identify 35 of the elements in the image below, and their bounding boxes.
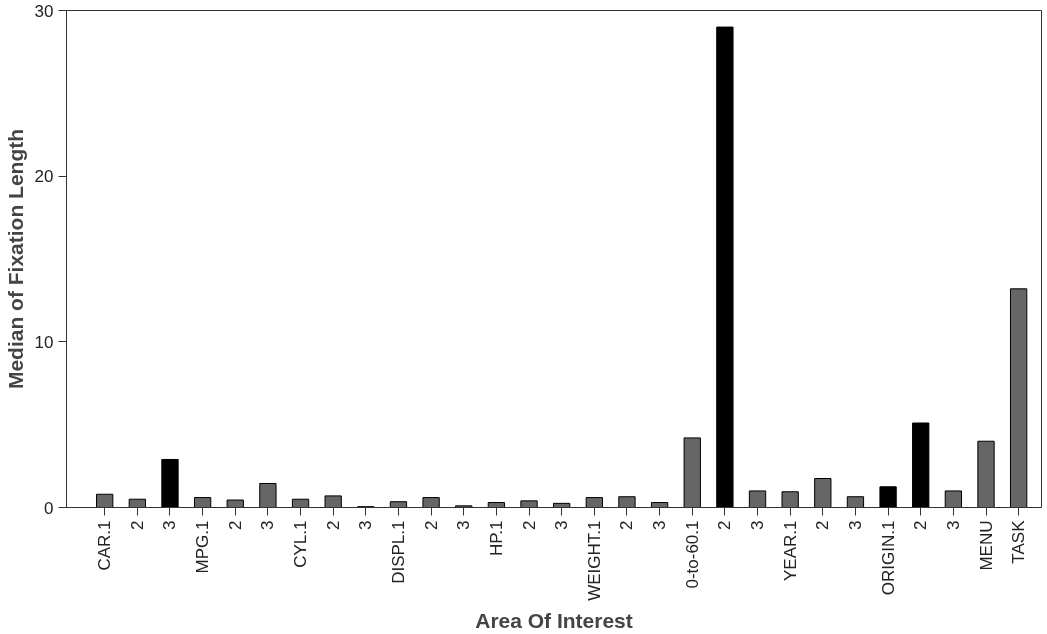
x-tick-label: 3 xyxy=(650,520,670,530)
x-tick-label: TASK xyxy=(1009,519,1029,564)
x-tick-label: YEAR.1 xyxy=(780,520,800,581)
x-tick-label: 3 xyxy=(748,520,768,530)
y-tick-label: 0 xyxy=(44,498,54,518)
x-tick-label: 2 xyxy=(715,520,735,530)
x-tick-label: 3 xyxy=(845,520,865,530)
y-axis-title: Median of Fixation Length xyxy=(3,128,27,390)
y-tick-label: 20 xyxy=(34,167,54,187)
x-tick-label: 2 xyxy=(617,520,637,530)
x-tick-label: 2 xyxy=(323,520,343,530)
y-tick-label: 10 xyxy=(34,332,54,352)
x-tick-label: CYL.1 xyxy=(291,520,311,568)
x-tick-label: 3 xyxy=(356,520,376,530)
x-tick-label: MENU xyxy=(976,520,996,571)
x-tick-label: 3 xyxy=(258,520,278,530)
x-tick-label: 2 xyxy=(911,520,931,530)
x-tick-label: 2 xyxy=(421,520,441,530)
x-tick-label: 0-to-60.1 xyxy=(682,520,702,589)
x-tick-label: 3 xyxy=(943,520,963,530)
x-tick-label: 2 xyxy=(127,520,147,530)
x-tick-label: MPG.1 xyxy=(193,520,213,574)
x-tick-label: 2 xyxy=(225,520,245,530)
x-tick-label: HP.1 xyxy=(486,520,506,557)
x-tick-label: 3 xyxy=(552,520,572,530)
x-axis-title: Area Of Interest xyxy=(475,608,633,632)
x-tick-label: CAR.1 xyxy=(95,520,115,571)
x-tick-label: ORIGIN.1 xyxy=(878,520,898,596)
x-tick-label: 3 xyxy=(160,520,180,530)
y-tick-label: 30 xyxy=(34,1,54,21)
x-tick-label: 2 xyxy=(519,520,539,530)
x-tick-label: WEIGHT.1 xyxy=(584,520,604,601)
x-tick-label: DISPL.1 xyxy=(388,520,408,584)
x-tick-label: 2 xyxy=(813,520,833,530)
x-tick-label: 3 xyxy=(454,520,474,530)
